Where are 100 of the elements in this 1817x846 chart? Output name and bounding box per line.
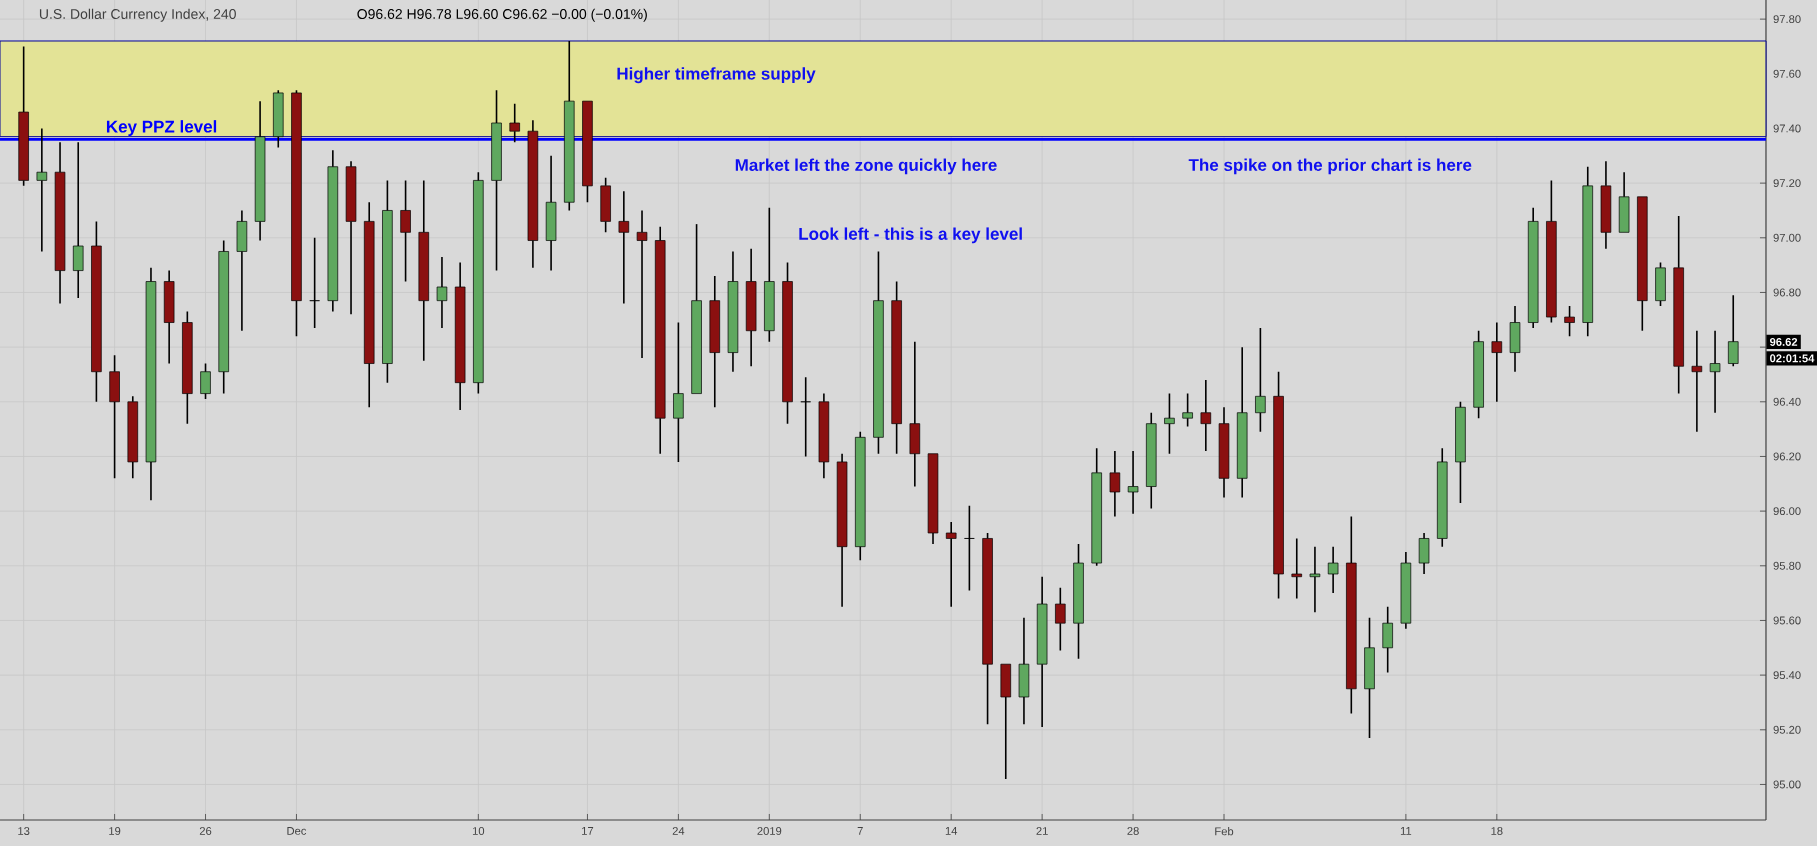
candlestick: [400, 179, 411, 283]
candlestick: [18, 45, 29, 187]
candlestick: [72, 141, 84, 299]
candlestick: [600, 176, 611, 234]
candlestick: [309, 236, 320, 329]
y-tick-label: 95.80: [1773, 561, 1801, 570]
y-tick-label: 96.80: [1773, 288, 1801, 297]
candlestick: [36, 127, 48, 253]
candlestick: [1691, 329, 1703, 433]
annotation: Market left the zone quickly here: [735, 158, 997, 175]
candlestick: [491, 89, 502, 272]
candlestick: [1309, 545, 1321, 614]
band-label: Higher timeframe supply: [617, 67, 816, 84]
candlestick: [1637, 196, 1648, 332]
y-tick-label: 95.00: [1773, 780, 1801, 789]
candlestick: [1364, 616, 1375, 739]
candlestick: [1564, 305, 1575, 337]
candlestick: [527, 119, 539, 269]
x-tick-label: 7: [857, 827, 863, 835]
x-tick-label: 19: [109, 827, 121, 835]
candlestick: [1182, 392, 1193, 428]
candlestick: [545, 155, 557, 272]
candlestick: [1527, 206, 1539, 329]
x-tick-label: Dec: [287, 827, 307, 835]
candlestick: [182, 310, 193, 425]
candlestick: [636, 209, 648, 359]
candlestick: [1400, 551, 1412, 630]
y-tick-label: 96.00: [1773, 507, 1801, 516]
candlestick: [1709, 329, 1721, 414]
y-tick-label: 97.40: [1773, 124, 1801, 133]
candlestick: [1073, 543, 1084, 660]
text: O96.62 H96.78 L96.60 C96.62 −0.00 (−0.01%): [357, 8, 647, 22]
candlestick: [1327, 545, 1339, 594]
candlestick: [1036, 575, 1048, 728]
candlestick: [1109, 450, 1121, 518]
candlestick: [473, 171, 484, 395]
candlestick: [345, 160, 357, 316]
x-tick-label: 11: [1400, 827, 1412, 835]
ref-line-label: Key PPZ level: [106, 120, 217, 136]
candlestick: [1291, 537, 1303, 600]
candlestick: [564, 40, 575, 212]
candlestick: [673, 321, 684, 463]
candlestick: [254, 100, 266, 242]
candlestick: [418, 179, 430, 362]
text: 02:01:54: [1770, 354, 1815, 363]
candlestick: [873, 250, 884, 455]
x-tick-label: 26: [199, 827, 212, 835]
x-tick-label: Feb: [1215, 827, 1234, 836]
candlestick: [1200, 379, 1212, 452]
candlestick: [363, 201, 375, 409]
candlestick: [1600, 160, 1612, 250]
candlestick: [818, 392, 830, 480]
y-tick-label: 97.20: [1773, 179, 1801, 188]
candlestick: [945, 521, 957, 608]
candlestick: [145, 267, 157, 501]
candlestick: [654, 226, 666, 455]
candlestick: [927, 453, 939, 545]
y-tick-label: 95.20: [1773, 725, 1801, 734]
candlestick: [1236, 346, 1248, 499]
candlestick: [1146, 411, 1157, 510]
y-tick-label: 97.00: [1773, 233, 1801, 242]
candlestick: [727, 250, 739, 373]
candlestick: [782, 261, 793, 425]
candlestick: [709, 275, 721, 409]
x-tick-label: 13: [18, 827, 30, 835]
x-tick-label: 28: [1127, 827, 1139, 835]
candlestick: [1455, 400, 1466, 504]
candlestick: [909, 340, 921, 488]
candlestick: [1055, 586, 1066, 652]
candlestick: [127, 395, 139, 480]
candlestick: [1018, 616, 1030, 726]
candlestick: [1091, 447, 1102, 567]
candlestick: [745, 247, 757, 368]
candlestick: [982, 532, 993, 726]
candlestick: [1436, 447, 1448, 548]
candlestick: [764, 206, 775, 343]
x-tick-label: 18: [1491, 827, 1503, 835]
candlestick: [891, 280, 902, 455]
text: 96.62: [1769, 337, 1798, 346]
y-tick-label: 97.80: [1773, 15, 1801, 24]
candlestick: [964, 504, 975, 592]
candlestick: [855, 431, 866, 562]
candlestick: [800, 376, 811, 458]
candlestick: [1582, 165, 1594, 337]
candlestick: [691, 223, 702, 394]
x-tick-label: 10: [472, 827, 485, 835]
candlestick: [1346, 515, 1357, 715]
annotation: The spike on the prior chart is here: [1188, 158, 1472, 175]
text: U.S. Dollar Currency Index, 240: [39, 8, 236, 22]
candlestick: [1509, 305, 1521, 373]
y-tick-label: 97.60: [1773, 69, 1801, 78]
candlestick: [218, 239, 229, 395]
x-tick-label: 21: [1036, 827, 1048, 835]
candlestick: [1473, 329, 1484, 419]
candlestick: [454, 261, 466, 411]
candlestick: [273, 89, 284, 149]
candlestick: [163, 269, 175, 365]
candlestick: [236, 209, 248, 332]
candlestick: [1000, 663, 1012, 780]
candlestick: [509, 103, 520, 143]
